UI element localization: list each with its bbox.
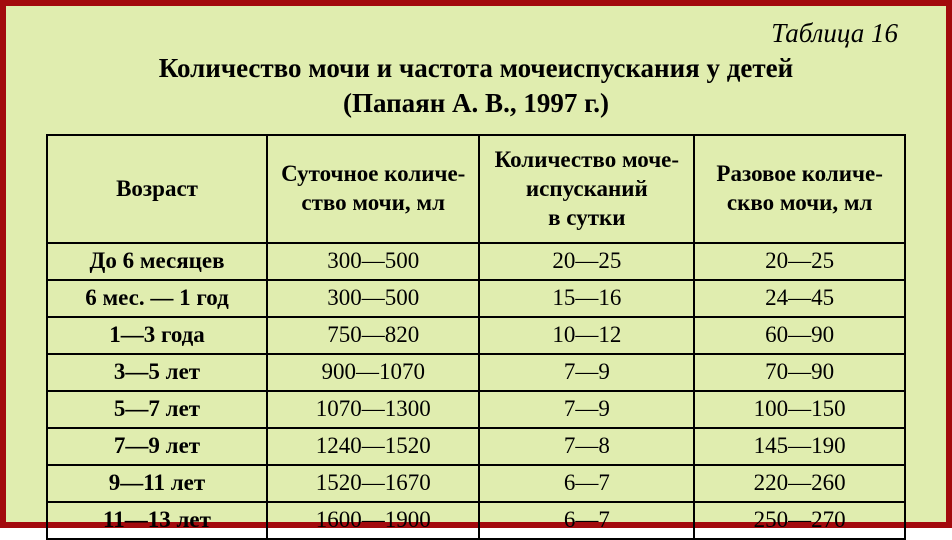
table-frame: Таблица 16 Количество мочи и частота моч… [0,0,952,528]
table-body: До 6 месяцев 300—500 20—25 20—25 6 мес. … [47,243,905,539]
table-row: 3—5 лет 900—1070 7—9 70—90 [47,354,905,391]
table-row: 6 мес. — 1 год 300—500 15—16 24—45 [47,280,905,317]
cell-age: До 6 месяцев [47,243,267,280]
cell-single: 24—45 [694,280,905,317]
header-single: Разовое количе-скво мочи, мл [694,135,905,243]
cell-daily: 300—500 [267,280,479,317]
cell-daily: 900—1070 [267,354,479,391]
cell-single: 20—25 [694,243,905,280]
cell-daily: 1520—1670 [267,465,479,502]
table-number: Таблица 16 [26,18,926,49]
cell-single: 100—150 [694,391,905,428]
cell-age: 7—9 лет [47,428,267,465]
cell-single: 70—90 [694,354,905,391]
cell-age: 11—13 лет [47,502,267,539]
data-table: Возраст Суточное количе-ство мочи, мл Ко… [46,134,906,540]
cell-age: 3—5 лет [47,354,267,391]
cell-age: 1—3 года [47,317,267,354]
table-title: Количество мочи и частота мочеиспускания… [26,51,926,120]
cell-freq: 7—9 [479,391,694,428]
cell-freq: 7—9 [479,354,694,391]
table-row: 7—9 лет 1240—1520 7—8 145—190 [47,428,905,465]
cell-single: 250—270 [694,502,905,539]
cell-daily: 1240—1520 [267,428,479,465]
header-age: Возраст [47,135,267,243]
table-row: До 6 месяцев 300—500 20—25 20—25 [47,243,905,280]
cell-freq: 15—16 [479,280,694,317]
cell-freq: 20—25 [479,243,694,280]
cell-single: 145—190 [694,428,905,465]
cell-freq: 6—7 [479,502,694,539]
cell-freq: 6—7 [479,465,694,502]
table-row: 5—7 лет 1070—1300 7—9 100—150 [47,391,905,428]
cell-age: 6 мес. — 1 год [47,280,267,317]
cell-single: 60—90 [694,317,905,354]
cell-age: 9—11 лет [47,465,267,502]
header-freq: Количество моче-испусканийв сутки [479,135,694,243]
table-row: 1—3 года 750—820 10—12 60—90 [47,317,905,354]
cell-daily: 1070—1300 [267,391,479,428]
table-row: 11—13 лет 1600—1900 6—7 250—270 [47,502,905,539]
table-row: 9—11 лет 1520—1670 6—7 220—260 [47,465,905,502]
header-daily: Суточное количе-ство мочи, мл [267,135,479,243]
cell-daily: 300—500 [267,243,479,280]
cell-freq: 10—12 [479,317,694,354]
cell-age: 5—7 лет [47,391,267,428]
cell-daily: 750—820 [267,317,479,354]
cell-daily: 1600—1900 [267,502,479,539]
header-row: Возраст Суточное количе-ство мочи, мл Ко… [47,135,905,243]
title-line-1: Количество мочи и частота мочеиспускания… [159,53,793,83]
cell-freq: 7—8 [479,428,694,465]
cell-single: 220—260 [694,465,905,502]
title-line-2: (Папаян А. В., 1997 г.) [343,88,609,118]
